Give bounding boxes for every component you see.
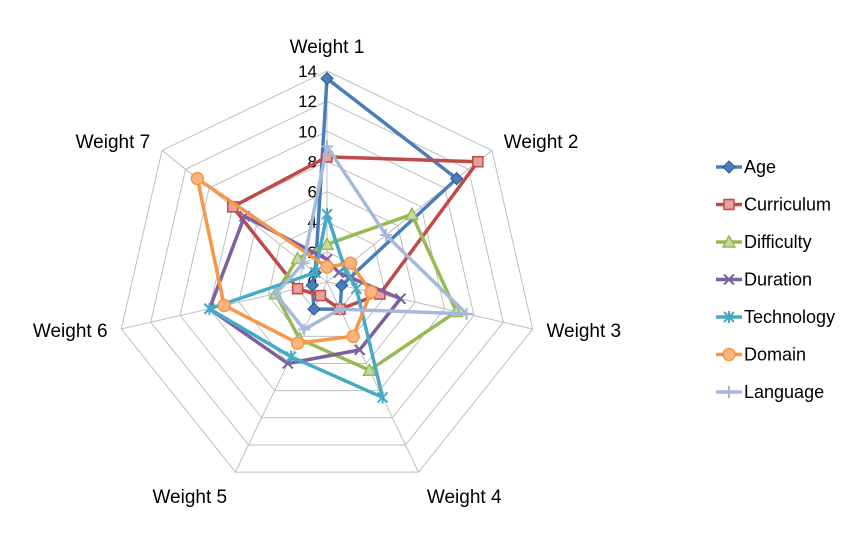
data-point <box>334 303 347 316</box>
axis-label: Weight 6 <box>33 321 108 342</box>
data-point <box>307 302 321 316</box>
legend-item: Duration <box>716 270 812 290</box>
series-age <box>305 71 464 316</box>
data-point <box>314 289 327 302</box>
legend-marker <box>723 198 735 211</box>
data-point <box>290 336 305 350</box>
axis-label: Weight 2 <box>504 132 579 153</box>
legend-marker <box>723 273 735 286</box>
legend-item: Domain <box>716 345 806 365</box>
data-point <box>319 236 335 251</box>
data-point <box>394 293 407 305</box>
legend-marker <box>723 386 735 398</box>
legend-label: Language <box>744 382 824 402</box>
tick-label: 6 <box>308 183 317 202</box>
data-point <box>350 282 363 295</box>
legend-marker <box>722 347 736 362</box>
legend-item: Difficulty <box>716 232 812 252</box>
data-point <box>346 329 360 344</box>
axis-labels: Weight 1 Weight 2 Weight 3 Weight 4 Weight 5… <box>33 37 621 508</box>
series-line <box>310 76 459 311</box>
legend-marker <box>721 234 737 248</box>
data-point <box>217 298 231 313</box>
data-point <box>334 278 349 293</box>
data-point <box>291 282 304 295</box>
series-line <box>273 144 469 332</box>
data-point <box>472 155 484 168</box>
data-point <box>364 285 378 299</box>
tick-label: 8 <box>308 152 317 171</box>
data-point <box>404 206 420 221</box>
series-line <box>207 212 385 400</box>
legend-item: Curriculum <box>716 195 831 215</box>
data-point <box>321 208 333 221</box>
series-domain <box>190 171 378 350</box>
legend-item: Language <box>716 382 824 402</box>
axis-label: Weight 1 <box>290 37 365 58</box>
data-point <box>320 260 334 274</box>
axis-label: Weight 5 <box>152 487 227 508</box>
data-point <box>320 71 334 86</box>
legend-label: Difficulty <box>744 232 812 252</box>
data-series <box>190 71 484 404</box>
series-language <box>269 140 473 336</box>
axis-label: Weight 4 <box>427 487 502 508</box>
grid-ring <box>150 100 504 446</box>
data-point <box>449 171 464 186</box>
legend-item: Age <box>716 157 776 177</box>
legend-label: Duration <box>744 270 812 290</box>
data-point <box>343 256 358 270</box>
axis-label: Weight 7 <box>76 132 151 153</box>
data-point <box>376 391 389 404</box>
data-point <box>285 350 297 363</box>
legend-item: Technology <box>716 307 835 327</box>
grid-ring <box>120 70 534 473</box>
axis-label: Weight 3 <box>546 321 621 342</box>
data-point <box>460 307 473 320</box>
data-point <box>362 362 377 377</box>
data-point <box>298 323 311 336</box>
legend-label: Technology <box>744 307 835 327</box>
data-point <box>379 229 392 242</box>
legend-label: Domain <box>744 345 806 365</box>
grid-spoke <box>326 281 533 330</box>
tick-label: 14 <box>298 62 317 81</box>
data-point <box>203 302 216 315</box>
data-point <box>309 266 321 279</box>
legend: Age Curriculum Difficulty Duration Technolog… <box>716 157 835 402</box>
data-point <box>321 140 333 153</box>
series-technology <box>203 208 389 404</box>
data-point <box>269 287 282 300</box>
legend-label: Curriculum <box>744 195 831 215</box>
grid-ring <box>208 160 446 392</box>
tick-label: 12 <box>298 92 317 111</box>
legend-label: Age <box>744 157 776 177</box>
data-point <box>297 257 310 270</box>
tick-label: 10 <box>298 122 317 141</box>
legend-marker <box>722 160 736 174</box>
legend-marker <box>723 311 735 323</box>
data-point <box>190 171 205 186</box>
grid-ring <box>238 191 416 364</box>
data-point <box>353 344 366 356</box>
